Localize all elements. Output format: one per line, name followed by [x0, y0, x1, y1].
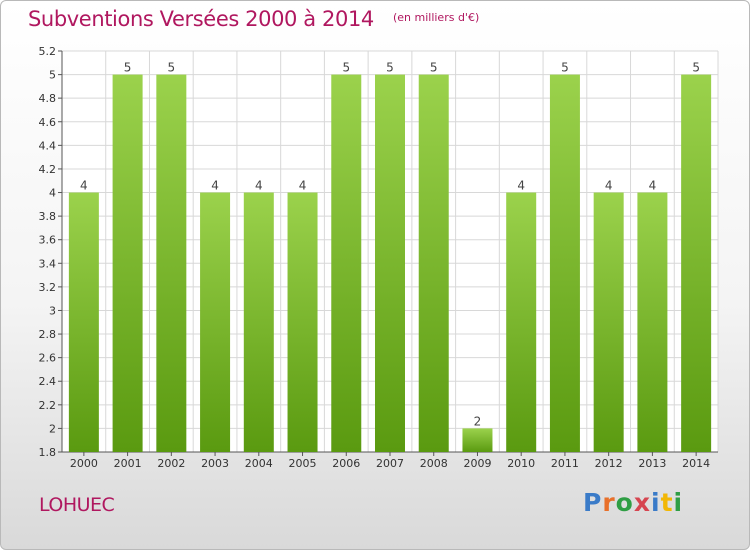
x-tick-label: 2003 [201, 457, 229, 470]
x-tick-label: 2014 [682, 457, 710, 470]
y-tick-label: 2 [49, 422, 56, 435]
axes: 1.8 2 2.2 2.4 2.6 2.8 3 3.2 3.4 3.6 3.8 4 4.2 4.4 4.6 4… [39, 45, 718, 470]
y-tick-label: 4.4 [39, 139, 57, 152]
x-tick-label: 2010 [507, 457, 535, 470]
logo-letter: P [583, 488, 603, 517]
bar-2008[interactable] [418, 74, 449, 453]
logo-letter: x [633, 488, 651, 517]
logo-letter: r [602, 488, 616, 517]
bar-2005[interactable] [287, 192, 318, 452]
data-label-2002: 5 [168, 61, 176, 75]
x-tick-label: 2000 [70, 457, 98, 470]
bar-2001[interactable] [112, 74, 143, 453]
y-tick-label: 4 [49, 187, 56, 200]
logo-letter: i [651, 488, 661, 517]
bar-2009[interactable] [462, 428, 493, 452]
x-tick-label: 2006 [332, 457, 360, 470]
bar-2011[interactable] [549, 74, 580, 453]
y-tick-label: 4.6 [39, 116, 57, 129]
data-label-2014: 5 [692, 61, 700, 75]
title-row: Subventions Versées 2000 à 2014 (en mill… [28, 7, 479, 31]
x-tick-label: 2002 [157, 457, 185, 470]
town-name: LOHUEC [39, 494, 115, 516]
data-label-2013: 4 [649, 179, 657, 193]
y-tick-label: 5.2 [39, 45, 57, 58]
data-label-2003: 4 [211, 179, 219, 193]
logo-letter: o [615, 488, 634, 517]
data-label-2010: 4 [517, 179, 525, 193]
bars [68, 74, 712, 453]
x-tick-label: 2011 [551, 457, 579, 470]
bar-2007[interactable] [375, 74, 405, 453]
y-tick-label: 2.6 [39, 352, 57, 365]
data-label-2007: 5 [386, 61, 394, 75]
data-label-2000: 4 [80, 179, 88, 193]
data-label-2008: 5 [430, 61, 438, 75]
data-label-2012: 4 [605, 179, 613, 193]
x-tick-label: 2012 [595, 457, 623, 470]
data-label-2001: 5 [124, 61, 132, 75]
bar-2012[interactable] [593, 192, 624, 452]
bar-2014[interactable] [681, 74, 712, 453]
logo-letter: i [673, 488, 684, 517]
y-tick-label: 4.2 [39, 163, 57, 176]
logo-letter: t [660, 488, 674, 517]
data-label-2006: 5 [342, 61, 350, 75]
y-tick-label: 3.4 [39, 257, 57, 270]
y-tick-label: 3.8 [39, 210, 57, 223]
x-tick-label: 2004 [245, 457, 273, 470]
x-tick-label: 2013 [638, 457, 666, 470]
data-label-2009: 2 [474, 414, 482, 428]
y-tick-label: 2.4 [39, 375, 57, 388]
y-tick-label: 2.8 [39, 328, 57, 341]
data-label-2004: 4 [255, 179, 263, 193]
y-tick-label: 3 [49, 304, 56, 317]
x-tick-label: 2007 [376, 457, 404, 470]
x-tick-label: 2008 [420, 457, 448, 470]
y-tick-label: 5 [49, 69, 56, 82]
data-label-2011: 5 [561, 61, 569, 75]
y-tick-label: 1.8 [39, 446, 57, 459]
y-tick-label: 3.2 [39, 281, 57, 294]
bar-2003[interactable] [200, 192, 231, 452]
bar-2013[interactable] [637, 192, 668, 452]
data-labels: 4 5 5 4 4 4 5 5 5 2 4 5 4 4 5 [80, 61, 700, 429]
x-tick-label: 2001 [114, 457, 142, 470]
y-tick-label: 4.8 [39, 92, 57, 105]
x-tick-label: 2009 [463, 457, 491, 470]
proxiti-logo[interactable]: Proxiti [583, 488, 683, 517]
y-tick-label: 3.6 [39, 234, 57, 247]
x-tick-label: 2005 [289, 457, 317, 470]
data-label-2005: 4 [299, 179, 307, 193]
bar-2004[interactable] [243, 192, 274, 452]
bar-2002[interactable] [156, 74, 187, 453]
bar-2010[interactable] [506, 192, 537, 452]
y-tick-label: 2.2 [39, 399, 57, 412]
chart-unit: (en milliers d'€) [392, 11, 480, 24]
bar-2006[interactable] [331, 74, 362, 453]
bar-2000[interactable] [68, 192, 99, 452]
chart-title: Subventions Versées 2000 à 2014 [28, 7, 374, 31]
